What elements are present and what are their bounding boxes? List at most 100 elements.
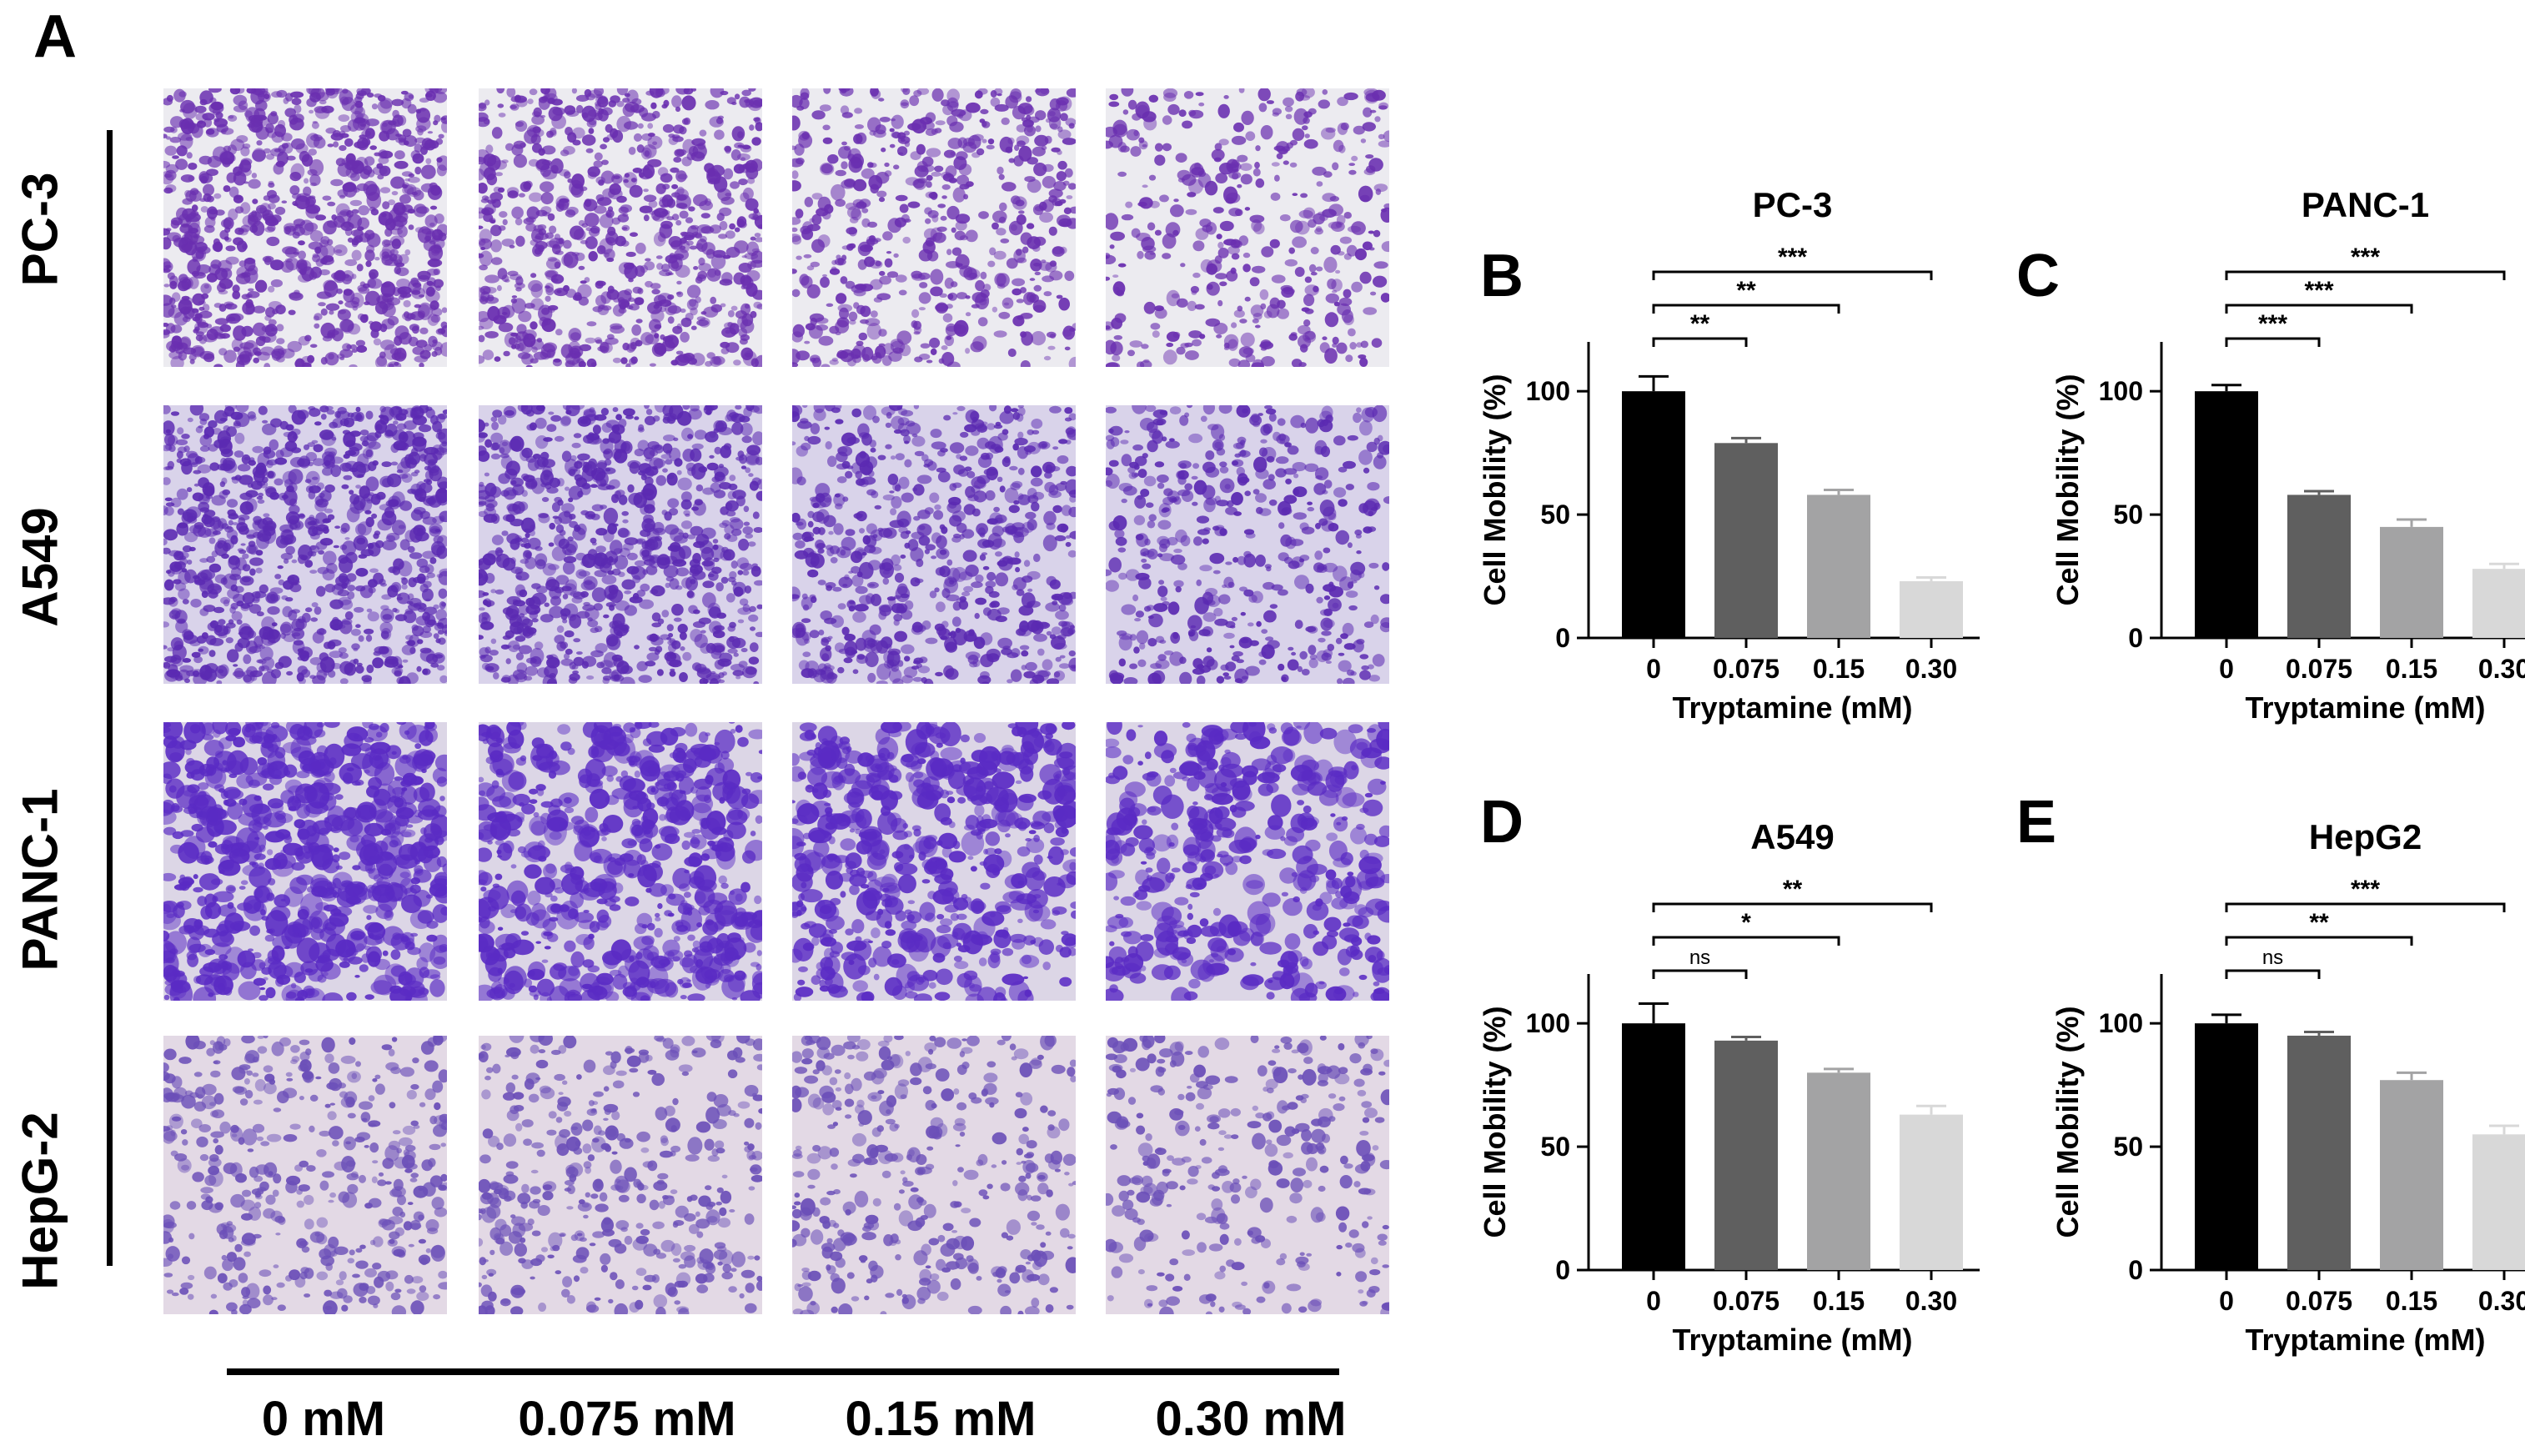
micrograph-pc3-3: [1106, 88, 1389, 367]
chart-c-sig-label-0: ***: [2258, 310, 2287, 338]
chart-e-sig-label-1: **: [2309, 909, 2329, 936]
chart-c-y-tick-label-0: 0: [2128, 623, 2143, 653]
chart-e-x-axis-label: Tryptamine (mM): [2245, 1323, 2485, 1357]
chart-d-sig-bracket-2: [1652, 902, 1933, 912]
row-label-panc1: PANC-1: [12, 788, 68, 972]
micrograph-hepg2-3: [1106, 1036, 1389, 1314]
chart-d-sig-label-2: **: [1783, 876, 1803, 903]
row-label-pc3: PC-3: [12, 172, 68, 287]
chart-c-bar-0: [2195, 391, 2258, 638]
chart-d-x-tick-label-1: 0.075: [1713, 1286, 1780, 1316]
chart-b-bar-3: [1900, 580, 1963, 638]
chart-c-y-tick-label-100: 100: [2099, 376, 2143, 406]
row-label-divider: [107, 130, 113, 1266]
chart-e-x-tick-label-3: 0.30: [2478, 1286, 2525, 1316]
chart-d-sig-label-0: ns: [1689, 946, 1710, 969]
chart-e-x-tick-label-0: 0: [2219, 1286, 2234, 1316]
chart-d-bar-1: [1714, 1040, 1778, 1270]
micrograph-panc1-1: [479, 722, 762, 1001]
chart-e-sig-bracket-2: [2225, 902, 2506, 912]
chart-b-y-tick-label-50: 50: [1540, 500, 1570, 530]
chart-b-sig-label-2: ***: [1778, 244, 1807, 271]
chart-d-x-tick-label-0: 0: [1646, 1286, 1661, 1316]
chart-d-y-tick-label-50: 50: [1540, 1132, 1570, 1162]
chart-d-x-tick-label-2: 0.15: [1813, 1286, 1865, 1316]
chart-c-bar-3: [2472, 569, 2525, 638]
chart-e-y-axis-label: Cell Mobility (%): [2051, 1007, 2085, 1238]
chart-d-x-tick-label-3: 0.30: [1905, 1286, 1957, 1316]
chart-e-sig-label-0: ns: [2262, 946, 2283, 969]
chart-d-x-axis-label: Tryptamine (mM): [1672, 1323, 1912, 1357]
chart-d-bar-2: [1807, 1072, 1870, 1270]
chart-c-sig-label-2: ***: [2351, 244, 2380, 271]
chart-c-title: PANC-1: [2302, 185, 2429, 224]
chart-e-y-tick-label-0: 0: [2128, 1255, 2143, 1285]
chart-d-y-tick-label-100: 100: [1526, 1008, 1570, 1038]
micrograph-pc3-1: [479, 88, 762, 367]
chart-b-bar-0: [1622, 391, 1685, 638]
chart-b-x-tick-label-3: 0.30: [1905, 654, 1957, 684]
micrograph-hepg2-0: [163, 1036, 447, 1314]
micrograph-a549-1: [479, 405, 762, 684]
chart-b-y-axis-label: Cell Mobility (%): [1478, 374, 1512, 606]
column-label-0075mm: 0.075 mM: [518, 1392, 736, 1446]
chart-b-panel-letter: B: [1480, 243, 1524, 309]
micrograph-panc1-2: [792, 722, 1076, 1001]
chart-c-sig-label-1: ***: [2304, 277, 2333, 304]
chart-e-x-tick-label-2: 0.15: [2386, 1286, 2437, 1316]
chart-e-sig-bracket-1: [2225, 936, 2413, 946]
chart-b-title: PC-3: [1753, 185, 1833, 224]
chart-d-y-axis-label: Cell Mobility (%): [1478, 1007, 1512, 1238]
chart-b-sig-bracket-1: [1652, 304, 1840, 314]
chart-b-x-axis-label: Tryptamine (mM): [1672, 690, 1912, 725]
micrograph-hepg2-1: [479, 1036, 762, 1314]
chart-d-bar-0: [1622, 1023, 1685, 1270]
chart-e-bar-0: [2195, 1023, 2258, 1270]
chart-e-y-tick-label-50: 50: [2113, 1132, 2143, 1162]
chart-e-y-tick-label-100: 100: [2099, 1008, 2143, 1038]
micrograph-hepg2-2: [792, 1036, 1076, 1314]
chart-b-y-tick-label-100: 100: [1526, 376, 1570, 406]
chart-b-y-tick-label-0: 0: [1555, 623, 1570, 653]
chart-d-sig-bracket-1: [1652, 936, 1840, 946]
chart-c-sig-bracket-2: [2225, 270, 2506, 280]
chart-b-bar-1: [1714, 443, 1778, 638]
chart-b-x-tick-label-0: 0: [1646, 654, 1661, 684]
chart-d-y-tick-label-0: 0: [1555, 1255, 1570, 1285]
panel-letter-a: A: [33, 3, 77, 70]
chart-e-x-tick-label-1: 0.075: [2286, 1286, 2352, 1316]
chart-d-sig-bracket-0: [1652, 969, 1748, 979]
micrograph-a549-3: [1106, 405, 1389, 684]
chart-c-y-axis-label: Cell Mobility (%): [2051, 374, 2085, 606]
chart-d-bar-3: [1900, 1114, 1963, 1270]
chart-c-bar-2: [2380, 526, 2443, 638]
chart-e-bar-2: [2380, 1080, 2443, 1270]
chart-c-sig-bracket-1: [2225, 304, 2413, 314]
chart-c-y-tick-label-50: 50: [2113, 500, 2143, 530]
chart-b-sig-label-1: **: [1736, 277, 1756, 304]
chart-b-bar-2: [1807, 495, 1870, 638]
chart-c-bar-1: [2287, 495, 2351, 638]
chart-d-title: A549: [1750, 817, 1834, 856]
chart-e-title: HepG2: [2309, 817, 2422, 856]
micrograph-pc3-2: [792, 88, 1076, 367]
micrograph-pc3-0: [163, 88, 447, 367]
micrograph-panc1-3: [1106, 722, 1389, 1001]
micrograph-a549-2: [792, 405, 1076, 684]
chart-b-sig-bracket-2: [1652, 270, 1933, 280]
micrograph-a549-0: [163, 405, 447, 684]
chart-c-x-tick-label-1: 0.075: [2286, 654, 2352, 684]
chart-c-panel-letter: C: [2016, 243, 2060, 309]
micrograph-panc1-0: [163, 722, 447, 1001]
chart-b-sig-bracket-0: [1652, 337, 1748, 347]
chart-d-panel-letter: D: [1480, 789, 1524, 856]
chart-c-x-tick-label-3: 0.30: [2478, 654, 2525, 684]
chart-c-x-axis-label: Tryptamine (mM): [2245, 690, 2485, 725]
chart-d-sig-label-1: *: [1741, 909, 1751, 936]
column-label-divider: [227, 1368, 1339, 1375]
chart-e-sig-label-2: ***: [2351, 876, 2380, 903]
chart-e-bar-1: [2287, 1035, 2351, 1270]
chart-c-sig-bracket-0: [2225, 337, 2321, 347]
chart-e-sig-bracket-0: [2225, 969, 2321, 979]
column-label-030mm: 0.30 mM: [1155, 1392, 1347, 1446]
